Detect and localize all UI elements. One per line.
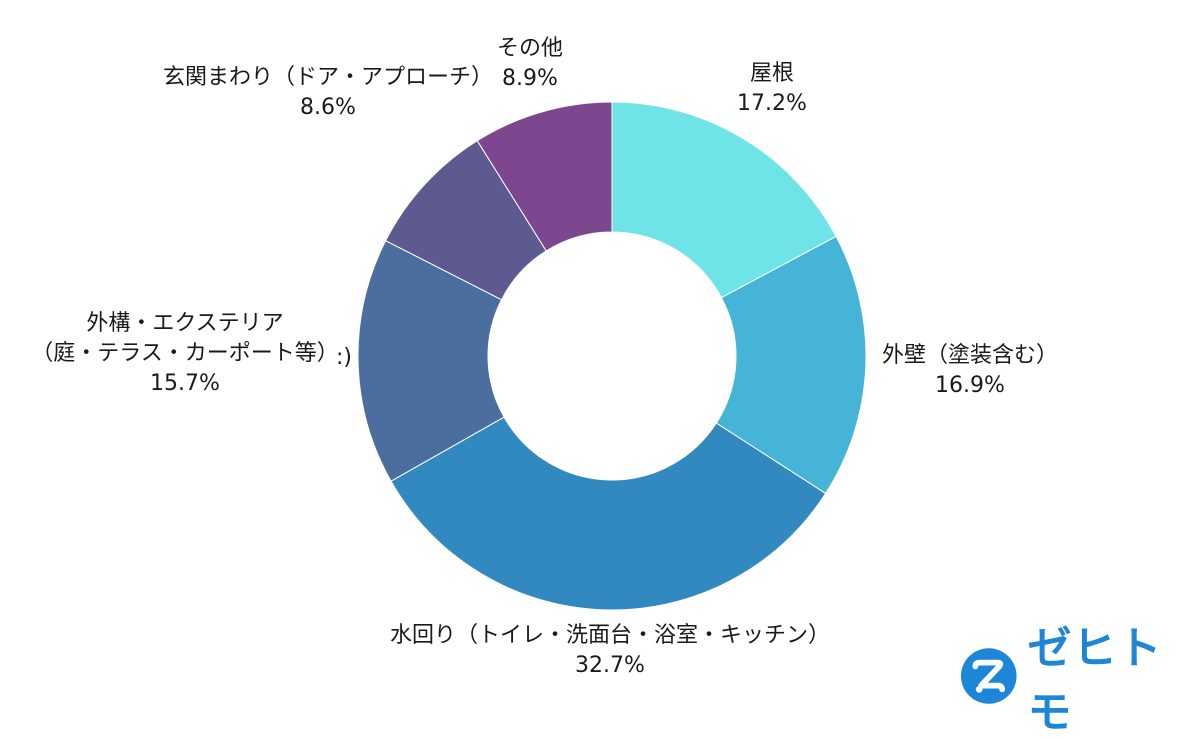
slice-value-label: 8.6%: [300, 95, 356, 120]
slice-label: 屋根: [750, 61, 794, 86]
slice-value-label: 8.9%: [502, 66, 558, 91]
slice-label: 水回り（トイレ・洗面台・浴室・キッチン）: [390, 623, 830, 648]
slice-label: 外壁（塗装含む）: [882, 343, 1058, 368]
slice-value-label: 32.7%: [575, 653, 645, 678]
slice-label: 外構・エクステリア: [86, 311, 283, 336]
slice-label: その他: [497, 36, 563, 61]
slice-label: （庭・テラス・カーポート等）: [31, 341, 339, 366]
stray-paren-fragment: :): [336, 345, 352, 370]
slice-value-label: 15.7%: [150, 371, 220, 396]
chart-slices: [358, 102, 866, 610]
brand-name: ゼヒトモ: [1028, 612, 1200, 740]
brand-logo: ゼヒトモ: [960, 645, 1200, 707]
slice-value-label: 16.9%: [935, 373, 1005, 398]
zehitomo-logo-icon: [960, 646, 1018, 706]
slice-label: 玄関まわり（ドア・アプローチ）: [163, 65, 493, 90]
donut-chart: 屋根 17.2% 外壁（塗装含む） 16.9% 水回り（トイレ・洗面台・浴室・キッチン）…: [0, 0, 1200, 720]
slice-value-label: 17.2%: [737, 91, 807, 116]
